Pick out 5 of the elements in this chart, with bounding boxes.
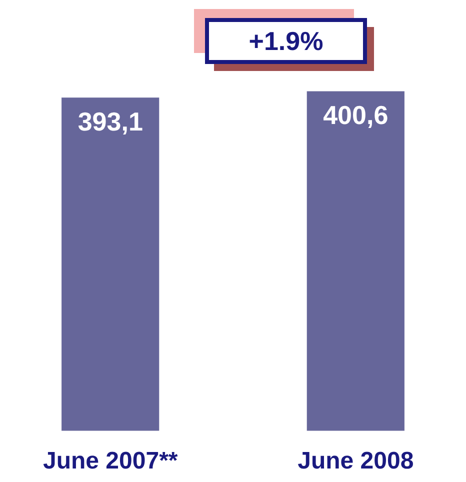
x-tick-label: June 2007** (42, 448, 178, 474)
data-label: 400,6 (323, 100, 388, 130)
x-tick-label: June 2008 (298, 448, 414, 474)
text: +1.9% (205, 18, 367, 64)
data-label: 393,1 (78, 106, 143, 136)
